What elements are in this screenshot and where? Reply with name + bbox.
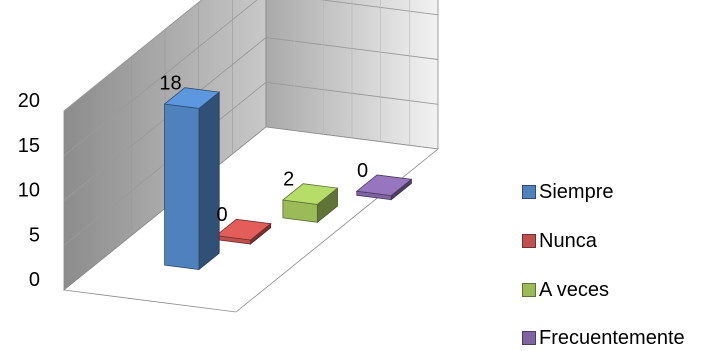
bar-top <box>215 218 272 241</box>
y-tick-label: 20 <box>18 90 40 112</box>
data-label-siempre: 18 <box>159 73 181 95</box>
data-label-frecuentemente: 0 <box>357 160 368 182</box>
y-tick-label: 15 <box>18 135 40 157</box>
bar-top <box>163 87 221 109</box>
bar-front <box>164 103 200 270</box>
y-tick-label: 0 <box>29 269 40 291</box>
bar-side <box>198 91 220 271</box>
bar-siempre <box>163 87 221 271</box>
legend-swatch-frecuentemente <box>522 331 536 345</box>
bar-frecuentemente <box>355 174 413 201</box>
bar-top <box>355 174 413 197</box>
legend-label-siempre: Siempre <box>539 181 614 203</box>
data-label-nunca: 0 <box>216 204 227 226</box>
bar-top <box>281 183 339 205</box>
legend-item-siempre: Siempre <box>522 180 613 204</box>
legend-item-nunca: Nunca <box>522 229 597 253</box>
legend-item-a-veces: A veces <box>522 278 609 302</box>
y-tick-label: 5 <box>29 224 40 246</box>
bar-nunca <box>215 218 272 245</box>
data-label-a-veces: 2 <box>283 169 294 191</box>
bar-a-veces <box>281 183 339 224</box>
legend-label-nunca: Nunca <box>539 230 597 252</box>
legend-swatch-nunca <box>522 234 536 248</box>
legend-label-frecuentemente: Frecuentemente <box>539 327 685 349</box>
y-tick-label: 10 <box>18 180 40 202</box>
legend-swatch-siempre <box>522 185 536 199</box>
legend-swatch-a-veces <box>522 283 536 297</box>
legend-item-frecuentemente: Frecuentemente <box>522 326 685 350</box>
legend-label-a-veces: A veces <box>539 279 610 301</box>
